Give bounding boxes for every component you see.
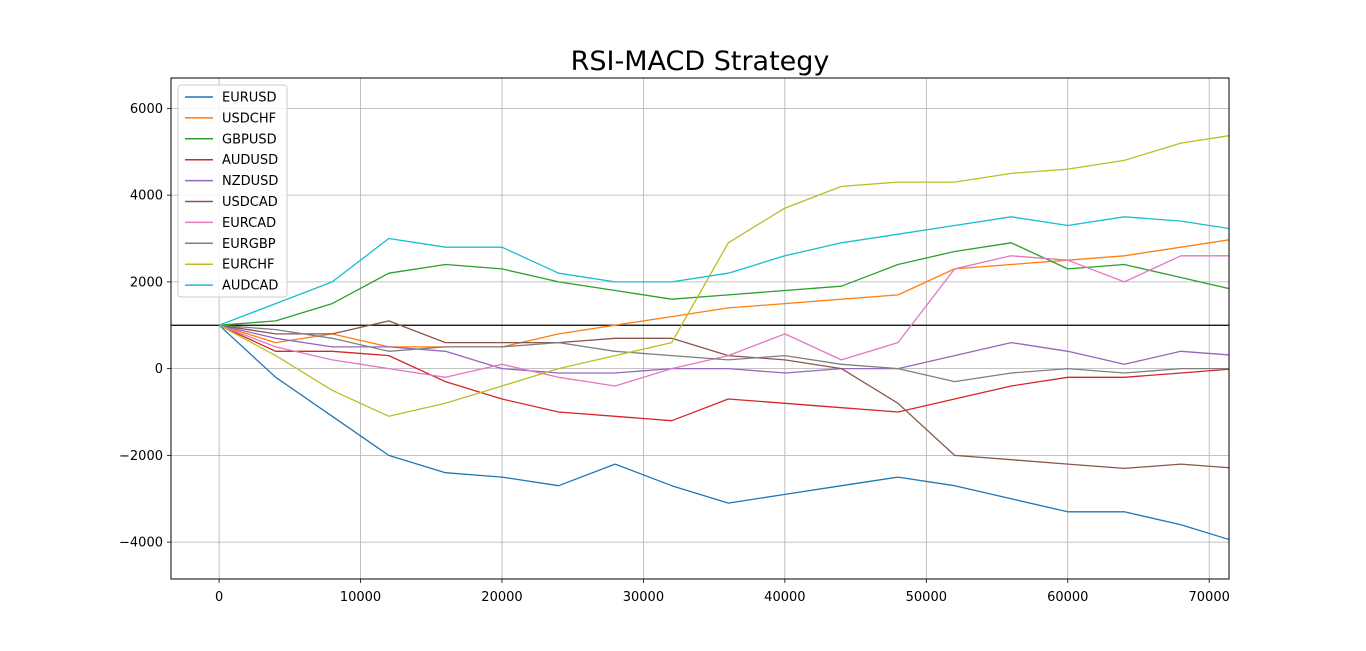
series-lines xyxy=(218,135,1229,541)
plot-frame xyxy=(170,77,1230,580)
legend-label: USDCAD xyxy=(222,195,278,210)
series-line-eurcad xyxy=(218,255,1229,387)
legend-label: NZDUSD xyxy=(222,174,278,189)
y-tick-label: 2000 xyxy=(130,275,163,290)
y-tick-label: −4000 xyxy=(119,536,163,551)
series-line-nzdusd xyxy=(218,324,1229,374)
legend-label: EURGBP xyxy=(222,237,276,252)
y-tick-label: 4000 xyxy=(130,189,163,204)
x-tick-label: 70000 xyxy=(1189,590,1230,605)
series-line-usdcad xyxy=(219,320,1229,470)
y-tick-label: −2000 xyxy=(119,449,163,464)
legend-label: EURCHF xyxy=(222,258,274,273)
legend-label: AUDCAD xyxy=(222,279,278,294)
y-tick-label: 6000 xyxy=(130,102,163,117)
chart-title: RSI-MACD Strategy xyxy=(571,46,830,77)
legend-label: EURUSD xyxy=(222,91,277,106)
y-tick-label: 0 xyxy=(155,362,163,377)
series-line-audusd xyxy=(218,324,1229,422)
series-line-audcad xyxy=(218,216,1229,326)
series-line-eurchf xyxy=(218,135,1229,417)
x-tick-label: 40000 xyxy=(764,590,805,605)
legend-label: AUDUSD xyxy=(222,153,278,168)
x-tick-label: 20000 xyxy=(481,590,522,605)
legend-label: USDCHF xyxy=(222,111,276,126)
x-tick-label: 30000 xyxy=(623,590,664,605)
series-line-eurgbp xyxy=(219,324,1229,383)
x-tick-label: 50000 xyxy=(906,590,947,605)
x-tick-label: 60000 xyxy=(1047,590,1088,605)
legend-label: EURCAD xyxy=(222,216,276,231)
series-line-gbpusd xyxy=(219,242,1229,326)
legend: EURUSD USDCHF GBPUSD AUDUSD NZDUSD USDCAD EURC… xyxy=(177,84,288,298)
legend-label: GBPUSD xyxy=(222,132,277,147)
x-tick-label: 0 xyxy=(215,590,223,605)
axis-ticks: 0 10000 20000 30000 40000 50000 60000 70000−400… xyxy=(119,102,1230,605)
x-tick-label: 10000 xyxy=(340,590,381,605)
series-line-eurusd xyxy=(218,324,1229,541)
series-line-usdchf xyxy=(218,239,1229,348)
